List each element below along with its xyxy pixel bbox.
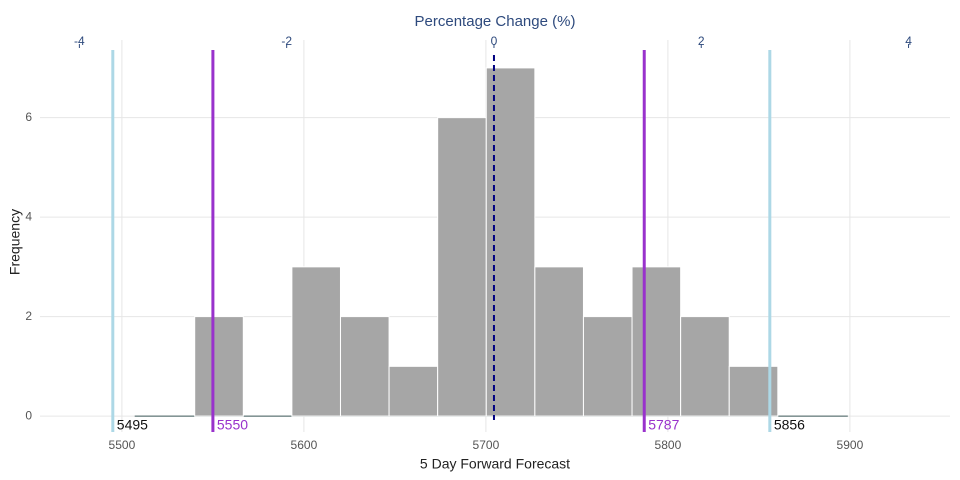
x-axis-title: 5 Day Forward Forecast <box>420 456 570 472</box>
x-tick-label: 5900 <box>837 438 864 452</box>
bar <box>680 316 730 417</box>
bar <box>194 316 244 417</box>
reference-label: 5856 <box>774 417 805 433</box>
bar <box>534 266 584 417</box>
x2-tick-label: -2 <box>281 34 292 48</box>
y-tick-label: 2 <box>25 309 32 323</box>
x-tick-label: 5600 <box>291 438 318 452</box>
bar <box>631 266 682 417</box>
reference-label: 5550 <box>217 417 248 433</box>
bar <box>582 316 633 417</box>
bar <box>291 266 341 417</box>
x-tick-label: 5800 <box>655 438 682 452</box>
x2-tick-label: 2 <box>698 34 705 48</box>
bar <box>339 316 390 417</box>
y-tick-label: 6 <box>25 110 32 124</box>
x2-tick-label: 4 <box>905 34 912 48</box>
x2-tick-label: 0 <box>491 34 498 48</box>
x2-tick-label: -4 <box>74 34 85 48</box>
x-tick-label: 5500 <box>109 438 136 452</box>
reference-label: 5495 <box>117 417 148 433</box>
x-tick-label: 5700 <box>473 438 500 452</box>
bar <box>388 365 439 417</box>
y-axis-title: Frequency <box>7 209 23 275</box>
x2-axis-title: Percentage Change (%) <box>415 13 576 30</box>
y-tick-label: 0 <box>25 408 32 422</box>
bar <box>437 117 487 417</box>
y-tick-label: 4 <box>25 209 32 223</box>
reference-label: 5787 <box>648 417 679 433</box>
